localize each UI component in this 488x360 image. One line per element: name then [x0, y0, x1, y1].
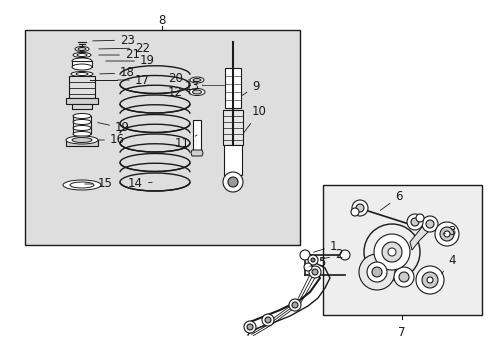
Circle shape: [350, 208, 358, 216]
Circle shape: [371, 267, 381, 277]
Circle shape: [406, 214, 422, 230]
Circle shape: [415, 266, 443, 294]
Circle shape: [339, 250, 349, 260]
Circle shape: [244, 321, 256, 333]
Polygon shape: [409, 222, 433, 250]
Circle shape: [439, 227, 453, 241]
Ellipse shape: [73, 131, 91, 136]
Ellipse shape: [192, 90, 201, 94]
Circle shape: [299, 250, 309, 260]
Circle shape: [246, 324, 252, 330]
Circle shape: [398, 272, 408, 282]
Ellipse shape: [190, 77, 203, 83]
Bar: [25, 30, 299, 245]
Circle shape: [227, 177, 238, 187]
Text: 18: 18: [100, 67, 135, 80]
Text: 5: 5: [309, 256, 325, 270]
Bar: [223, 110, 243, 145]
Circle shape: [393, 267, 413, 287]
Circle shape: [311, 269, 317, 275]
Text: 12: 12: [168, 85, 190, 99]
Ellipse shape: [73, 113, 91, 118]
Circle shape: [355, 204, 363, 212]
Circle shape: [425, 220, 433, 228]
Bar: [72, 61, 92, 67]
Text: 19: 19: [105, 54, 155, 68]
Circle shape: [421, 272, 437, 288]
Circle shape: [307, 255, 317, 265]
Bar: [224, 145, 242, 175]
Ellipse shape: [76, 72, 88, 76]
Circle shape: [363, 224, 419, 280]
Ellipse shape: [73, 126, 91, 130]
Ellipse shape: [75, 46, 89, 51]
Circle shape: [387, 248, 395, 256]
Ellipse shape: [189, 89, 204, 95]
Circle shape: [264, 317, 270, 323]
Circle shape: [262, 314, 273, 326]
Circle shape: [288, 299, 301, 311]
Bar: [72, 104, 92, 109]
Ellipse shape: [73, 120, 91, 125]
Text: 7: 7: [397, 325, 405, 338]
Text: 21: 21: [99, 49, 140, 62]
Circle shape: [223, 172, 243, 192]
Ellipse shape: [71, 72, 93, 77]
Text: 17: 17: [118, 73, 150, 86]
Ellipse shape: [66, 136, 98, 144]
Text: 23: 23: [93, 33, 135, 46]
Ellipse shape: [193, 78, 201, 81]
Text: 13: 13: [184, 80, 203, 93]
Text: 3: 3: [442, 225, 454, 238]
Ellipse shape: [78, 48, 86, 50]
Circle shape: [421, 216, 437, 232]
Circle shape: [366, 262, 386, 282]
Bar: [323, 185, 481, 315]
Circle shape: [410, 218, 418, 226]
Text: 19: 19: [98, 121, 130, 135]
Circle shape: [358, 254, 394, 290]
Text: 6: 6: [380, 190, 402, 210]
Circle shape: [381, 242, 401, 262]
Text: 9: 9: [242, 80, 259, 95]
Circle shape: [308, 266, 320, 278]
Text: 10: 10: [243, 105, 266, 133]
Circle shape: [291, 302, 297, 308]
Text: 14: 14: [128, 177, 152, 190]
Ellipse shape: [63, 180, 101, 190]
Circle shape: [351, 200, 367, 216]
Circle shape: [373, 234, 409, 270]
Bar: [193, 120, 201, 150]
Ellipse shape: [77, 54, 87, 57]
Ellipse shape: [72, 138, 92, 143]
Bar: [73, 116, 91, 134]
Text: 22: 22: [99, 41, 150, 54]
Ellipse shape: [72, 64, 92, 70]
Ellipse shape: [73, 53, 91, 58]
Text: 4: 4: [441, 253, 454, 274]
Bar: [66, 140, 98, 146]
Text: 11: 11: [175, 135, 197, 150]
Text: 16: 16: [98, 134, 125, 147]
Bar: [66, 98, 98, 104]
Bar: [69, 76, 95, 98]
Bar: [224, 68, 241, 108]
Text: 15: 15: [84, 177, 113, 190]
Text: 1: 1: [313, 239, 337, 252]
Circle shape: [310, 258, 314, 262]
Text: 8: 8: [158, 14, 165, 27]
Ellipse shape: [70, 182, 94, 188]
Polygon shape: [191, 150, 203, 156]
Circle shape: [304, 263, 311, 271]
Circle shape: [443, 231, 449, 237]
Circle shape: [415, 214, 423, 222]
Text: 20: 20: [168, 72, 190, 85]
Text: 2: 2: [320, 248, 342, 261]
Circle shape: [426, 277, 432, 283]
Ellipse shape: [72, 58, 92, 64]
Circle shape: [434, 222, 458, 246]
